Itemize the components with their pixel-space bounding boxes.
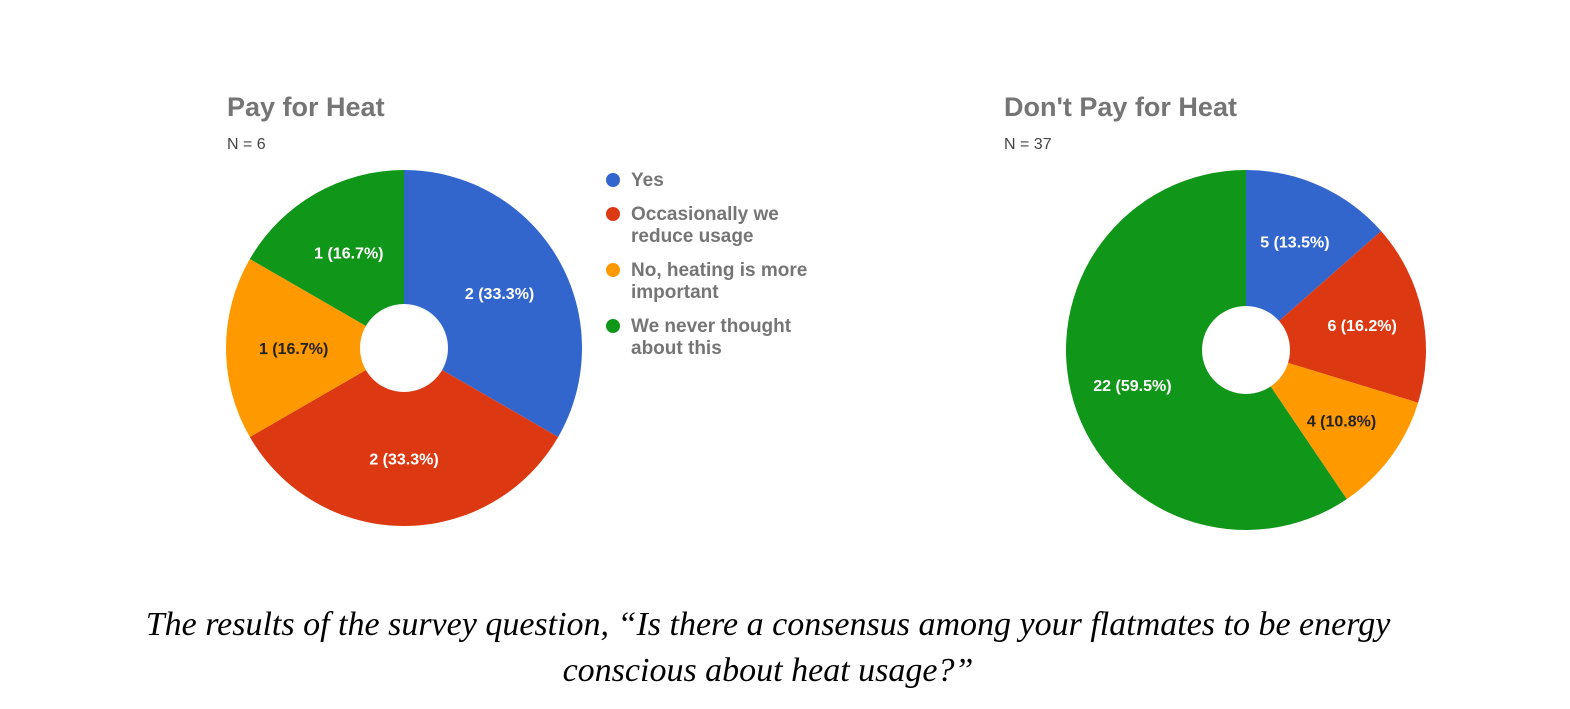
chart-title-dont-pay: Don't Pay for Heat [1004,92,1237,122]
data-label-dont-pay-yes: 5 (13.5%) [1260,235,1329,252]
caption-line-1: The results of the survey question, “Is … [145,606,1391,643]
figure-caption: The results of the survey question, “Is … [0,602,1536,694]
legend-item-occasionally: Occasionally we reduce usage [606,204,846,248]
data-label-pay-yes: 2 (33.3%) [465,286,534,303]
legend-label-never-thought: We never thought about this [631,316,792,359]
data-label-pay-occasionally: 2 (33.3%) [369,451,438,468]
slice-pay-yes [404,170,582,437]
donut-hole-dont-pay [1202,306,1290,394]
chart-legend: Yes Occasionally we reduce usage No, hea… [606,170,846,372]
data-label-dont-pay-occasionally: 6 (16.2%) [1327,318,1396,335]
legend-item-never-thought: We never thought about this [606,316,846,360]
data-label-dont-pay-no-heating: 4 (10.8%) [1307,414,1376,431]
slice-pay-never-thought [249,170,404,348]
legend-swatch-occasionally [606,207,620,221]
legend-item-no-heating: No, heating is more important [606,260,846,304]
legend-swatch-yes [606,173,620,187]
data-label-pay-never-thought: 1 (16.7%) [314,245,383,262]
slice-dont-pay-occasionally [1246,231,1426,403]
chart-title-pay: Pay for Heat [227,92,385,122]
chart-subtitle-pay: N = 6 [227,136,266,153]
legend-item-yes: Yes [606,170,846,192]
legend-swatch-no-heating [606,263,620,277]
chart-subtitle-dont-pay: N = 37 [1004,136,1052,153]
legend-label-occasionally: Occasionally we reduce usage [631,204,779,247]
slice-pay-no-heating [226,259,404,437]
legend-label-no-heating: No, heating is more important [631,260,808,303]
donut-hole-pay [360,304,448,392]
legend-swatch-never-thought [606,319,620,333]
slice-dont-pay-no-heating [1246,350,1419,500]
data-label-dont-pay-never-thought: 22 (59.5%) [1093,378,1171,395]
slice-dont-pay-yes [1246,170,1382,350]
legend-label-yes: Yes [631,170,664,191]
caption-line-2: conscious about heat usage?” [562,652,974,689]
data-label-pay-no-heating: 1 (16.7%) [259,341,328,358]
